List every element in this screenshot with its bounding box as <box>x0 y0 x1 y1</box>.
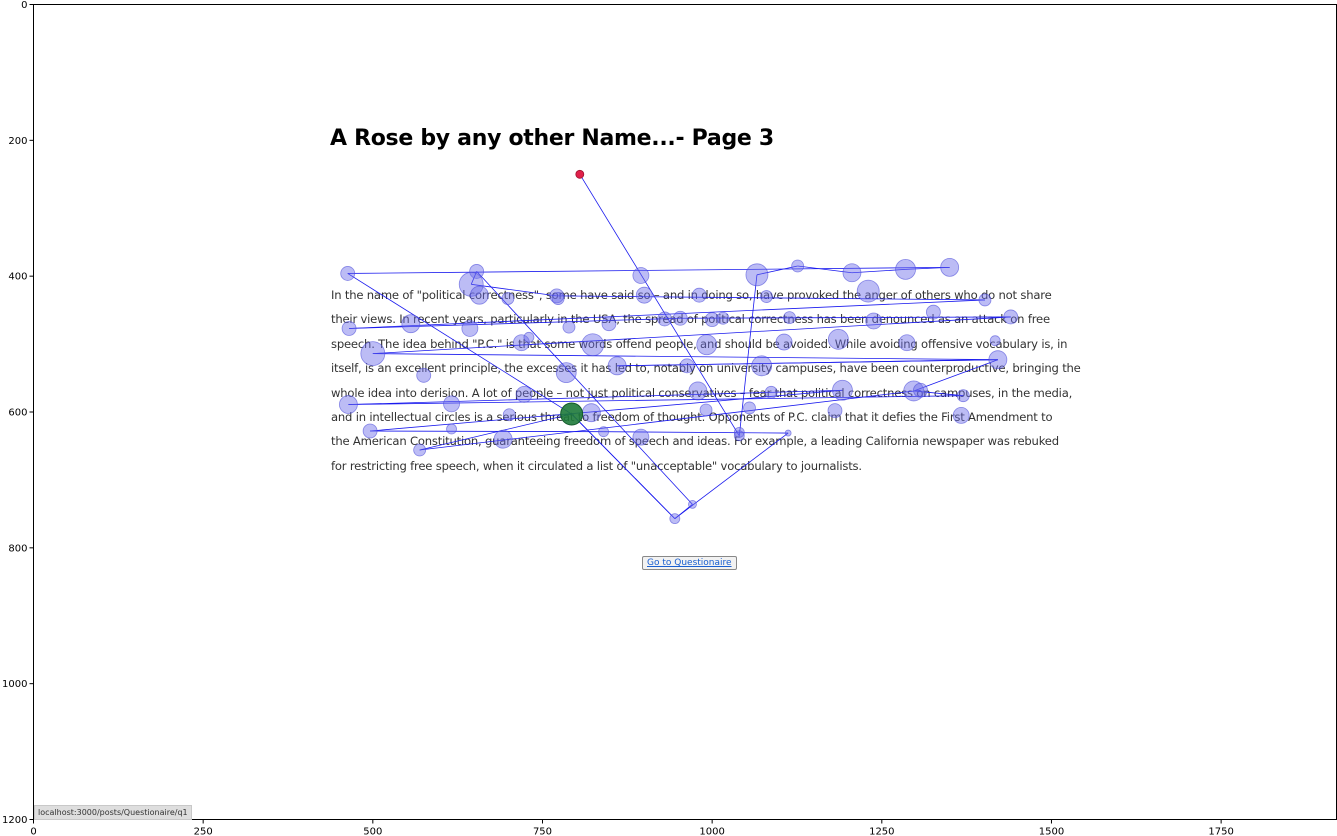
y-tick-label: 1000 <box>2 679 27 690</box>
go-to-questionaire-button[interactable]: Go to Questionaire <box>642 556 737 570</box>
paragraph-line: the American Constitution, guaranteeing … <box>331 434 1059 449</box>
x-tick-label: 1000 <box>699 827 724 836</box>
article-paragraph: In the name of "political correctness", … <box>331 283 1081 478</box>
paragraph-line: In the name of "political correctness", … <box>331 288 1052 302</box>
paragraph-line: their views. In recent years, particular… <box>331 312 1050 327</box>
y-tick-label: 800 <box>8 543 27 554</box>
y-tick-label: 600 <box>8 408 27 419</box>
y-tick-label: 400 <box>8 272 27 283</box>
paragraph-line: for restricting free speech, when it cir… <box>331 458 862 473</box>
paragraph-line: and in intellectual circles is a serious… <box>331 410 1053 425</box>
x-axis: 0 250 500 750 1000 1250 1500 1750 <box>30 819 1234 836</box>
x-tick-label: 0 <box>30 827 36 836</box>
x-tick-label: 250 <box>194 827 213 836</box>
y-tick-label: 1200 <box>2 815 27 826</box>
y-tick-label: 0 <box>21 0 27 11</box>
x-tick-label: 1750 <box>1208 827 1233 836</box>
x-tick-label: 750 <box>533 827 552 836</box>
paragraph-line: speech. The idea behind "P.C." is that s… <box>331 336 1068 351</box>
status-bar-url: localhost:3000/posts/Questionaire/q1 <box>34 805 192 820</box>
y-axis: 0 200 400 600 800 1000 1200 <box>2 0 34 826</box>
paragraph-line: whole idea into derision. A lot of peopl… <box>331 385 1073 400</box>
y-tick-label: 200 <box>8 136 27 147</box>
paragraph-line: itself, is an excellent principle, the e… <box>331 361 1081 376</box>
x-tick-label: 500 <box>363 827 382 836</box>
x-tick-label: 1250 <box>869 827 894 836</box>
x-tick-label: 1500 <box>1039 827 1064 836</box>
page-title: A Rose by any other Name...- Page 3 <box>330 126 774 151</box>
